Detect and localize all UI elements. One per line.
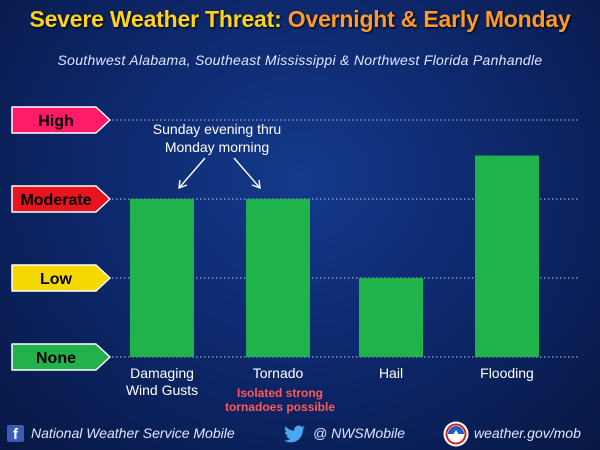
- bar-3: [359, 278, 423, 357]
- title-part1: Severe Weather Threat:: [29, 6, 282, 32]
- category-label-2-line-1: Tornado: [253, 365, 304, 381]
- category-label-1-line-1: Damaging: [130, 365, 194, 381]
- annotation-arrow-right: [233, 157, 261, 189]
- category-label-1-line-2: Wind Gusts: [126, 382, 198, 398]
- annotation-line1: Sunday evening thru: [153, 121, 281, 137]
- annotation-arrowhead-left: [178, 179, 188, 190]
- level-arrow-none: [11, 343, 111, 371]
- annotation-arrowhead-right: [251, 179, 261, 190]
- level-arrow-high: [11, 106, 111, 134]
- bar-2: [246, 199, 310, 357]
- footer-website: weather.gov/mob: [474, 425, 581, 441]
- level-arrow-low: [11, 264, 111, 292]
- subtitle: Southwest Alabama, Southeast Mississippi…: [57, 52, 543, 68]
- level-label-high: High: [38, 113, 74, 130]
- twitter-icon: [284, 425, 305, 443]
- annotation: Sunday evening thru Monday morning: [153, 121, 281, 190]
- category-label-4-line-1: Flooding: [480, 365, 534, 381]
- annotation-arrow-left: [178, 157, 206, 189]
- category-label-3-line-1: Hail: [379, 365, 403, 381]
- level-arrow-moderate: [11, 185, 111, 213]
- level-label-low: Low: [40, 271, 73, 288]
- level-label-moderate: Moderate: [20, 192, 91, 209]
- level-labels: None Low Moderate High: [11, 106, 111, 371]
- annotation-line2: Monday morning: [165, 139, 269, 155]
- title: Severe Weather Threat: Overnight & Early…: [0, 6, 600, 33]
- bar-4: [475, 155, 539, 357]
- footer-twitter: @ NWSMobile: [313, 425, 406, 441]
- tornado-note-line-2: tornadoes possible: [225, 400, 335, 414]
- nws-logo-icon: [443, 421, 469, 447]
- footer-facebook: National Weather Service Mobile: [31, 425, 235, 441]
- level-label-none: None: [36, 350, 76, 367]
- tornado-note-line-1: Isolated strong: [237, 386, 323, 400]
- bar-1: [130, 199, 194, 357]
- title-part2: Overnight & Early Monday: [287, 6, 571, 32]
- facebook-icon: f: [7, 425, 24, 443]
- bars: [130, 155, 539, 357]
